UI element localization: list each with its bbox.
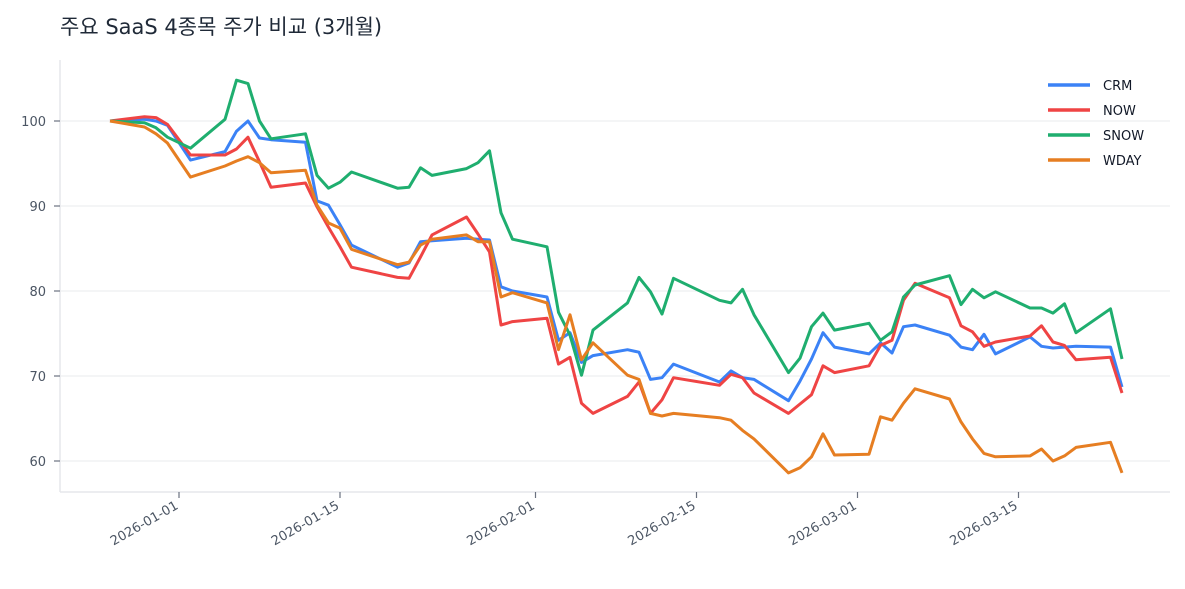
series-line-now [109,115,1124,415]
legend-item-crm: CRM [1048,79,1132,94]
chart-title: 주요 SaaS 4종목 주가 비교 (3개월) [60,15,382,39]
legend: CRM NOW SNOW WDAY [1048,79,1144,169]
legend-label: CRM [1103,79,1132,94]
legend-item-wday: WDAY [1048,154,1142,169]
legend-item-snow: SNOW [1048,129,1144,144]
legend-label: WDAY [1103,154,1142,169]
legend-item-now: NOW [1048,104,1136,119]
y-axis-ticks: 60 70 80 90 100 [21,115,60,470]
gridlines [61,120,1170,462]
y-tick-label: 90 [29,200,46,215]
y-tick-label: 100 [21,115,46,130]
x-tick-label: 2026-02-01 [465,498,538,549]
series-line-snow [109,78,1124,377]
x-axis-ticks: 2026-01-01 2026-01-15 2026-02-01 2026-02-15… [108,492,1021,549]
x-tick-label: 2026-03-01 [787,498,860,549]
y-tick-label: 80 [29,285,46,300]
y-tick-label: 70 [29,370,46,385]
x-tick-label: 2026-01-15 [269,498,342,549]
x-tick-label: 2026-02-15 [626,498,699,549]
series-line-wday [109,119,1124,475]
y-tick-label: 60 [29,455,46,470]
legend-label: SNOW [1103,129,1144,144]
series-line-crm [109,117,1124,403]
series-lines [109,78,1124,475]
x-tick-label: 2026-03-15 [948,498,1021,549]
x-tick-label: 2026-01-01 [108,498,181,549]
legend-label: NOW [1103,104,1136,119]
